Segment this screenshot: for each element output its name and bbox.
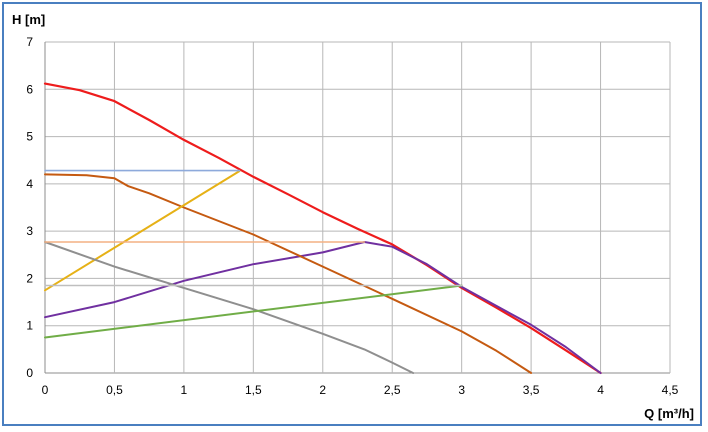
y-tick-label: 0 [26, 366, 33, 380]
x-tick-label: 1 [181, 383, 188, 397]
series-line-5 [44, 241, 415, 374]
y-tick-label: 2 [26, 271, 33, 285]
grid-lines [44, 41, 671, 374]
y-tick-label: 6 [26, 82, 33, 96]
y-tick-label: 1 [26, 319, 33, 333]
series-line-3 [44, 173, 533, 374]
series-line-1 [43, 82, 602, 375]
y-axis-title: H [m] [12, 12, 45, 27]
x-tick-label: 2 [319, 383, 326, 397]
x-tick-label: 2,5 [384, 383, 401, 397]
y-tick-label: 4 [26, 177, 33, 191]
series-line-2 [44, 241, 602, 374]
x-tick-label: 4 [597, 383, 604, 397]
tick-labels: 0 1 2 3 4 5 6 7 0 0,5 1 1,5 2 2,5 3 3,5 4 4,5 [26, 35, 678, 397]
y-tick-label: 5 [26, 130, 33, 144]
y-tick-label: 7 [26, 35, 33, 49]
y-tick-label: 3 [26, 224, 33, 238]
x-tick-label: 3,5 [523, 383, 540, 397]
series-line-4 [44, 170, 241, 292]
x-axis-title: Q [m³/h] [644, 406, 694, 421]
x-tick-label: 4,5 [662, 383, 679, 397]
x-tick-label: 1,5 [245, 383, 262, 397]
series-lines [43, 82, 602, 375]
series-line-6 [44, 284, 463, 339]
x-tick-label: 0 [42, 383, 49, 397]
x-tick-label: 3 [458, 383, 465, 397]
chart-frame [2, 2, 702, 426]
x-tick-label: 0,5 [106, 383, 123, 397]
